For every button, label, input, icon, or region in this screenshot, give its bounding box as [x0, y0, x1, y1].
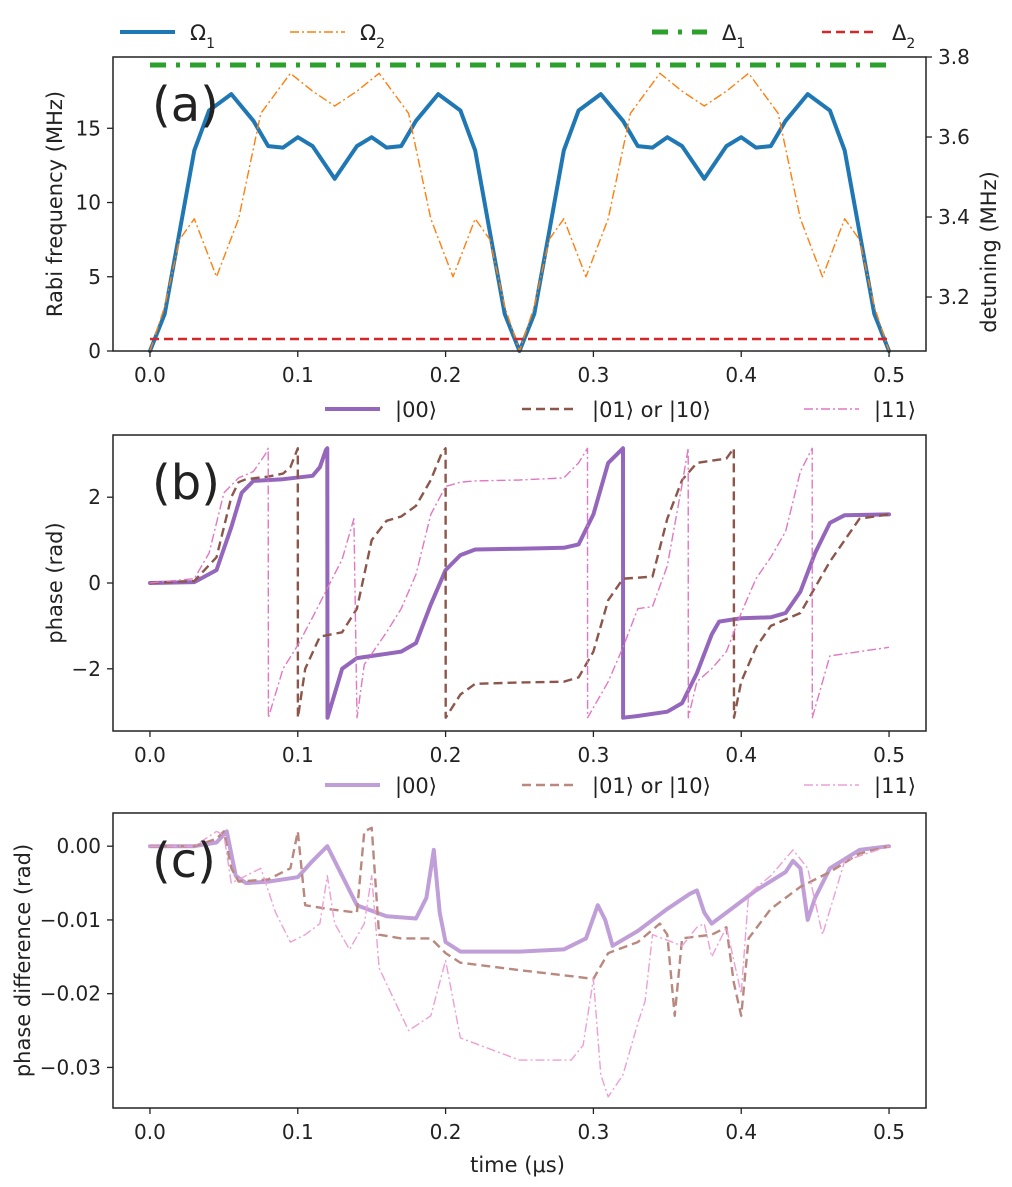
series-line-01or10-1 [150, 826, 890, 1017]
x-tick-label: 0.5 [873, 363, 905, 387]
axes-frame [112, 56, 927, 352]
legend-label-0: Ω1 [190, 21, 215, 52]
x-tick-label: 0.3 [578, 1120, 610, 1144]
y-tick-label: −0.02 [40, 982, 101, 1006]
y-tick-label: −2 [72, 657, 101, 681]
x-tick-label: 0.1 [282, 743, 314, 767]
y-tick-label: −0.01 [40, 908, 101, 932]
panel-c-phase-difference: 0.0 0.1 0.2 0.3 0.4 0.5 0.00 −0.01 −0.02 −0.03pha… [11, 774, 927, 1177]
series-line-11-2 [149, 447, 890, 719]
y-right-axis-label: detuning (MHz) [977, 171, 1001, 333]
legend: |00⟩ |01⟩ or |10⟩ |11⟩ [325, 774, 916, 799]
series-line-11-2 [150, 830, 890, 1098]
legend-label-1: |01⟩ or |10⟩ [592, 774, 711, 799]
panel-label: (c) [152, 833, 216, 889]
legend-label-0: |00⟩ [395, 398, 437, 423]
y-tick-label: 0 [88, 339, 101, 363]
legend-label-1: Ω2 [360, 21, 385, 52]
x-tick-label: 0.2 [430, 1120, 462, 1144]
x-tick-label: 0.4 [725, 1120, 757, 1144]
y-tick-label: 2 [88, 485, 101, 509]
y-axis-label: phase difference (rad) [11, 844, 35, 1077]
x-tick-label: 0.5 [873, 743, 905, 767]
x-tick-label: 0.0 [134, 1120, 166, 1144]
y-right-tick-label: 3.6 [938, 125, 970, 149]
x-tick-label: 0.4 [725, 743, 757, 767]
y-axis-label: phase (rad) [43, 522, 67, 643]
series-line-2-1 [149, 72, 890, 352]
panel-label: (a) [152, 77, 219, 133]
series-line-1-0 [148, 92, 891, 353]
x-tick-label: 0.1 [282, 1120, 314, 1144]
y-tick-label: 15 [76, 116, 101, 140]
x-tick-label: 0.3 [578, 743, 610, 767]
series-group [148, 446, 891, 720]
y-tick-label: 0.00 [56, 834, 101, 858]
series-line-00-0 [148, 446, 891, 720]
x-tick-label: 0.2 [430, 743, 462, 767]
y-tick-label: −0.03 [40, 1055, 101, 1079]
y-right-tick-label: 3.8 [938, 45, 970, 69]
legend: |00⟩ |01⟩ or |10⟩ |11⟩ [325, 398, 916, 423]
x-tick-label: 0.0 [134, 363, 166, 387]
series-line-01or10-1 [149, 447, 890, 719]
legend-label-0: |00⟩ [395, 774, 437, 799]
series-line-00-0 [148, 829, 891, 954]
legend-label-2: |11⟩ [874, 398, 916, 423]
panel-label: (b) [152, 455, 220, 511]
x-axis-label: time (μs) [470, 1153, 565, 1177]
axes-frame [112, 812, 927, 1109]
legend-label-3: Δ2 [892, 21, 915, 52]
y-tick-label: 10 [76, 191, 101, 215]
x-tick-label: 0.0 [134, 743, 166, 767]
legend-label-2: Δ1 [722, 21, 745, 52]
x-tick-label: 0.4 [725, 363, 757, 387]
y-right-tick-label: 3.2 [938, 285, 970, 309]
y-axis-label: Rabi frequency (MHz) [43, 91, 67, 317]
y-tick-label: 5 [88, 265, 101, 289]
series-group [148, 826, 891, 1098]
x-tick-label: 0.3 [578, 363, 610, 387]
legend: Ω1 Ω2 Δ1 Δ2 [120, 21, 915, 52]
x-tick-label: 0.1 [282, 363, 314, 387]
legend-label-2: |11⟩ [874, 774, 916, 799]
x-tick-label: 0.5 [873, 1120, 905, 1144]
y-right-tick-label: 3.4 [938, 205, 970, 229]
legend-label-1: |01⟩ or |10⟩ [592, 398, 711, 423]
series-group [148, 62, 891, 353]
panel-a-rabi-detuning: 0.0 0.1 0.2 0.3 0.4 0.5 0 5 10 15 3.2 3.4 3.6 3.8 detu… [43, 21, 1001, 387]
x-tick-label: 0.2 [430, 363, 462, 387]
y-tick-label: 0 [88, 571, 101, 595]
